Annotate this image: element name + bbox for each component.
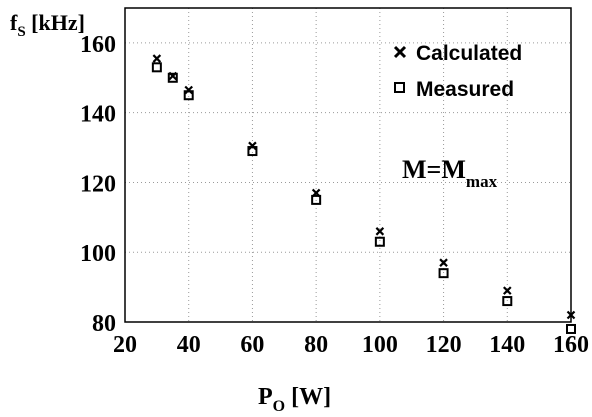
- x-tick-label: 100: [362, 332, 398, 358]
- data-point-measured: [311, 194, 322, 205]
- data-point-calculated: [503, 286, 512, 295]
- x-tick-label: 40: [177, 332, 201, 358]
- x-tick-label: 80: [304, 332, 328, 358]
- x-tick-label: 60: [240, 332, 264, 358]
- legend-item-measured: Measured: [394, 78, 514, 101]
- data-point-calculated: [152, 54, 162, 63]
- square-icon: [394, 82, 405, 93]
- data-point-measured: [566, 323, 576, 334]
- data-point-measured: [247, 146, 258, 157]
- data-point-calculated: [248, 141, 257, 151]
- x-marker-stroke: [503, 286, 512, 295]
- data-point-measured: [183, 90, 194, 101]
- x-tick-label: 140: [489, 332, 525, 358]
- legend-item-calculated: Calculated: [393, 42, 522, 65]
- legend-label-calculated: Calculated: [416, 42, 522, 65]
- grid: [125, 8, 571, 322]
- data-point-measured: [167, 72, 178, 83]
- x-axis-label: PO [W]: [258, 384, 331, 415]
- x-marker-stroke: [248, 141, 257, 151]
- x-tick-labels: 20 40 60 80 100 120 140 160: [113, 332, 589, 358]
- y-tick-labels: 80 100 120 140 160: [80, 32, 116, 337]
- y-tick-label: 140: [80, 102, 116, 128]
- y-tick-label: 100: [80, 241, 116, 267]
- y-tick-label: 80: [92, 311, 116, 337]
- legend-label-measured: Measured: [416, 78, 514, 101]
- data-point-measured: [374, 236, 385, 247]
- annotation-m-max: M=Mmax: [402, 155, 498, 191]
- data-point-calculated: [375, 227, 385, 236]
- x-marker-stroke: [439, 258, 448, 267]
- y-tick-label: 160: [80, 32, 116, 58]
- x-marker-stroke: [152, 54, 162, 63]
- y-axis-label: fS [kHz]: [10, 10, 85, 40]
- x-tick-label: 120: [426, 332, 462, 358]
- x-icon: [393, 45, 407, 59]
- y-tick-label: 120: [80, 171, 116, 197]
- data-point-measured: [502, 296, 513, 307]
- x-marker-stroke: [375, 227, 385, 236]
- data-point-measured: [151, 62, 162, 73]
- x-tick-label: 160: [553, 332, 589, 358]
- plot-frame: [124, 7, 572, 323]
- x-marker-stroke: [184, 85, 193, 95]
- x-tick-label: 20: [113, 332, 137, 358]
- data-point-measured: [438, 268, 449, 279]
- data-point-calculated: [184, 85, 193, 95]
- legend: Calculated Measured: [393, 42, 522, 101]
- data-point-calculated: [439, 258, 448, 267]
